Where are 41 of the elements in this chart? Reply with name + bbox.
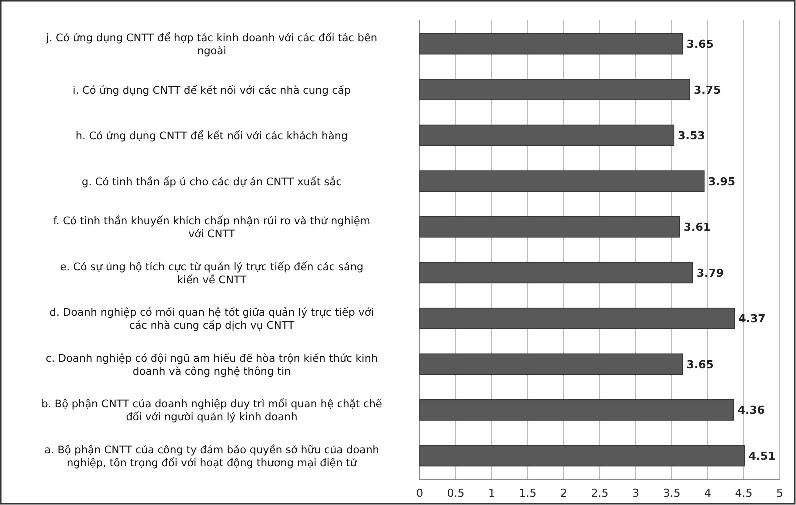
- data-label: 3.75: [694, 84, 722, 97]
- bar: [420, 400, 734, 421]
- bar: [420, 216, 680, 238]
- x-tick-label: 0.5: [447, 487, 465, 500]
- y-tick-label: a. Bộ phận CNTT của công ty đảm bảo quyền sở hữu của doanh nghiệp, tôn trọng đối với hoạt động thương mại điện tử: [44, 444, 380, 470]
- x-tick-label: 1: [488, 487, 496, 500]
- y-tick-label: i. Có ứng dụng CNTT để kết nối với các nhà cung cấp: [72, 84, 352, 97]
- x-tick-label: 2: [560, 487, 568, 500]
- bar: [420, 354, 684, 376]
- data-label: 3.53: [678, 130, 706, 143]
- x-tick-label: 0: [416, 487, 424, 500]
- data-label: 4.36: [738, 404, 766, 418]
- bar: [420, 33, 684, 55]
- bar: [420, 79, 690, 100]
- bar: [420, 445, 746, 467]
- data-label: 3.65: [686, 358, 714, 372]
- data-label: 3.95: [708, 175, 736, 188]
- bar: [420, 262, 694, 284]
- x-tick-label: 2.5: [591, 487, 609, 500]
- x-tick-label: 4.5: [735, 487, 753, 500]
- y-tick-label: f. Có tinh thần khuyến khích chấp nhận rủi ro và thử nghiệm với CNTT: [53, 216, 371, 241]
- y-tick-label: h. Có ứng dụng CNTT để kết nối với các khách hàng: [76, 130, 348, 143]
- bar: [420, 124, 675, 146]
- x-tick-label: 3: [632, 487, 640, 500]
- y-tick-label: d. Doanh nghiệp có mối quan hệ tốt giữa quản lý trực tiếp với các nhà cung cấp dịch vụ CNTT: [50, 307, 374, 332]
- y-tick-label: e. Có sự ủng hộ tích cực từ quản lý trực tiếp đến các sáng kiến về CNTT: [60, 261, 364, 286]
- y-tick-label: j. Có ứng dụng CNTT để hợp tác kinh doanh với các đối tác bên ngoài: [45, 32, 378, 58]
- data-label: 3.61: [684, 221, 712, 234]
- y-tick-label: g. Có tinh thần ấp ủ cho các dự án CNTT xuất sắc: [82, 175, 342, 188]
- x-tick-label: 4: [704, 487, 712, 500]
- data-label: 4.37: [738, 312, 766, 326]
- data-label: 4.51: [748, 450, 776, 463]
- data-label: 3.65: [686, 38, 714, 52]
- y-tick-label: c. Doanh nghiệp có đội ngũ am hiểu để hòa trộn kiến thức kinh doanh và công nghệ thông tin: [46, 352, 378, 378]
- bar: [420, 308, 736, 330]
- y-tick-label: b. Bộ phận CNTT của doanh nghiệp duy trì mối quan hệ chặt chẽ đối với người quản lý kinh doanh: [42, 398, 382, 424]
- data-label: 3.79: [696, 266, 724, 280]
- x-tick-label: 5: [776, 487, 784, 500]
- x-tick-label: 3.5: [663, 487, 681, 500]
- bar: [420, 170, 705, 192]
- x-tick-label: 1.5: [519, 487, 537, 500]
